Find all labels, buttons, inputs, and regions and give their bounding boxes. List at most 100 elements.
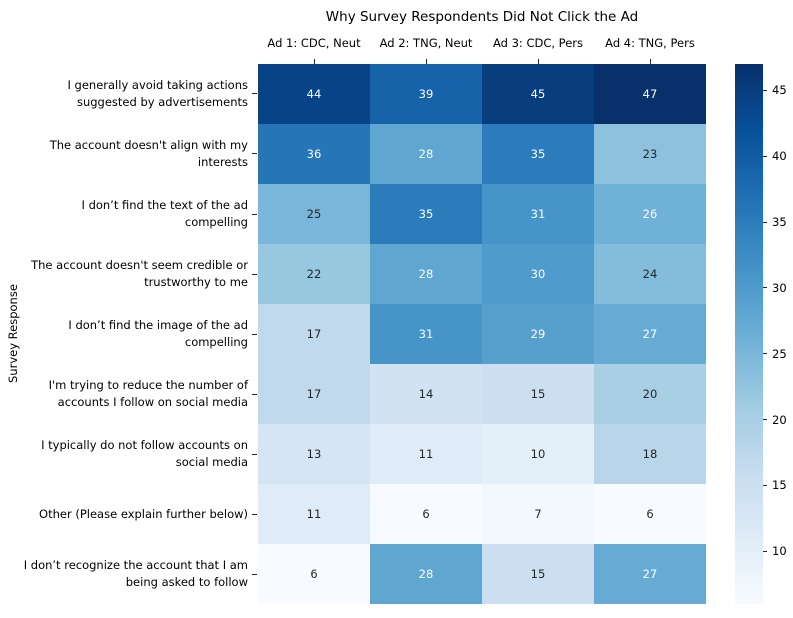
y-tick-label-line: compelling [184,335,248,349]
y-tick-label-line: I typically do not follow accounts on [41,438,248,453]
x-tick-label: Ad 2: TNG, Neut [379,36,473,50]
heatmap-cell: 17 [258,304,370,364]
cell-value: 35 [418,207,434,221]
heatmap-cell: 28 [370,124,482,184]
y-tick-label-line: I don’t recognize the account that I am [23,558,248,573]
cell-value: 28 [418,267,434,281]
colorbar-gradient [735,64,763,604]
colorbar: 45 40 35 30 25 20 15 10 [735,64,787,604]
cell-value: 6 [310,567,318,581]
y-tick-label-line: I generally avoid taking actions [67,78,249,93]
cell-value: 25 [306,207,322,221]
cell-value: 15 [530,387,546,401]
y-tick-label-line: The account doesn't align with my [49,138,248,153]
heatmap-cell: 27 [594,544,706,604]
y-tick-label-line: social media [175,455,248,469]
cell-value: 10 [530,447,546,461]
heatmap-cell: 35 [370,184,482,244]
cell-value: 6 [422,507,430,521]
cell-value: 11 [306,507,322,521]
heatmap-cell: 27 [594,304,706,364]
cell-value: 44 [306,87,322,101]
x-tick-label: Ad 4: TNG, Pers [605,36,695,50]
cell-value: 28 [418,567,434,581]
colorbar-tick-mark [763,287,767,289]
x-tick-mark [425,59,427,64]
colorbar-tick-label: 35 [772,215,787,230]
cell-value: 27 [642,567,658,581]
heatmap-grid: 44 39 45 47 36 28 35 23 25 35 31 26 22 28 30 24 17 31 29 27… [258,64,706,604]
y-tick-label-line: being asked to follow [125,575,248,589]
cell-value: 14 [418,387,434,401]
y-tick-label: Other (Please explain further below) [10,484,248,544]
heatmap-cell: 6 [370,484,482,544]
y-tick-label-line: Other (Please explain further below) [39,506,248,521]
heatmap-cell: 22 [258,244,370,304]
colorbar-tick-label: 10 [772,544,787,559]
colorbar-tick-label: 45 [772,83,787,98]
heatmap-cell: 20 [594,364,706,424]
y-tick-label-line: I don’t find the image of the ad [68,318,248,333]
cell-value: 7 [534,507,542,521]
x-tick-label: Ad 1: CDC, Neut [267,36,361,50]
heatmap-cell: 11 [370,424,482,484]
y-tick-label: I don’t find the image of the ad compelli… [10,304,248,364]
cell-value: 23 [642,147,658,161]
heatmap-cell: 44 [258,64,370,124]
cell-value: 17 [306,327,322,341]
cell-value: 47 [642,87,658,101]
heatmap-cell: 24 [594,244,706,304]
cell-value: 36 [306,147,322,161]
y-tick-mark [252,213,257,215]
heatmap-cell: 18 [594,424,706,484]
y-axis-tick-labels: I generally avoid taking actions suggeste… [10,64,248,604]
y-tick-label: I generally avoid taking actions suggeste… [10,64,249,124]
heatmap-cell: 11 [258,484,370,544]
y-tick-label: The account doesn't align with my interes… [10,124,248,184]
heatmap-cell: 17 [258,364,370,424]
heatmap-cell: 30 [482,244,594,304]
cell-value: 26 [642,207,658,221]
heatmap-cell: 6 [594,484,706,544]
colorbar-tick-mark [763,221,767,223]
colorbar-tick-mark [763,419,767,421]
heatmap-cell: 15 [482,364,594,424]
colorbar-tick-label: 15 [772,478,787,493]
cell-value: 45 [530,87,546,101]
cell-value: 31 [530,207,546,221]
y-tick-mark [252,333,257,335]
y-tick-label-line: The account doesn't seem credible or [31,258,248,273]
cell-value: 24 [642,267,658,281]
cell-value: 27 [642,327,658,341]
heatmap-cell: 45 [482,64,594,124]
heatmap-cell: 28 [370,544,482,604]
heatmap-cell: 10 [482,424,594,484]
colorbar-tick-mark [763,550,767,552]
colorbar-tick-label: 20 [772,412,787,427]
colorbar-tick-mark [763,484,767,486]
y-axis-ticks [252,64,257,604]
x-tick-mark [537,59,539,64]
y-tick-label-line: trustworthy to me [144,275,248,289]
cell-value: 30 [530,267,546,281]
x-axis-ticks [258,59,706,64]
cell-value: 15 [530,567,546,581]
x-tick-mark [649,59,651,64]
heatmap-cell: 47 [594,64,706,124]
colorbar-tick-label: 40 [772,149,787,164]
cell-value: 29 [530,327,546,341]
y-tick-label: The account doesn't seem credible or trus… [10,244,248,304]
cell-value: 39 [418,87,434,101]
heatmap-cell: 15 [482,544,594,604]
cell-value: 35 [530,147,546,161]
cell-value: 11 [418,447,434,461]
y-tick-label: I typically do not follow accounts on soc… [10,424,248,484]
cell-value: 20 [642,387,658,401]
y-tick-mark [252,393,257,395]
chart-title: Why Survey Respondents Did Not Click the… [325,9,639,25]
y-tick-label-line: I'm trying to reduce the number of [48,378,248,393]
x-tick-mark [313,59,315,64]
heatmap-cell: 28 [370,244,482,304]
cell-value: 17 [306,387,322,401]
